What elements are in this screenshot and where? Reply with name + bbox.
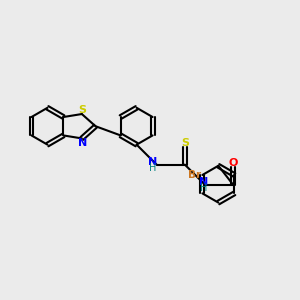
Text: O: O	[229, 158, 238, 168]
Text: H: H	[200, 183, 207, 193]
Text: Br: Br	[188, 170, 201, 180]
Text: S: S	[78, 105, 86, 115]
Text: N: N	[199, 177, 208, 187]
Text: N: N	[148, 157, 157, 166]
Text: N: N	[77, 138, 87, 148]
Text: H: H	[149, 163, 156, 172]
Text: S: S	[181, 138, 189, 148]
